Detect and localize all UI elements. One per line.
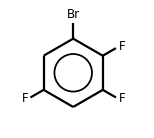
Text: F: F: [118, 40, 125, 53]
Text: F: F: [21, 92, 28, 105]
Text: Br: Br: [67, 8, 80, 21]
Text: F: F: [118, 92, 125, 105]
